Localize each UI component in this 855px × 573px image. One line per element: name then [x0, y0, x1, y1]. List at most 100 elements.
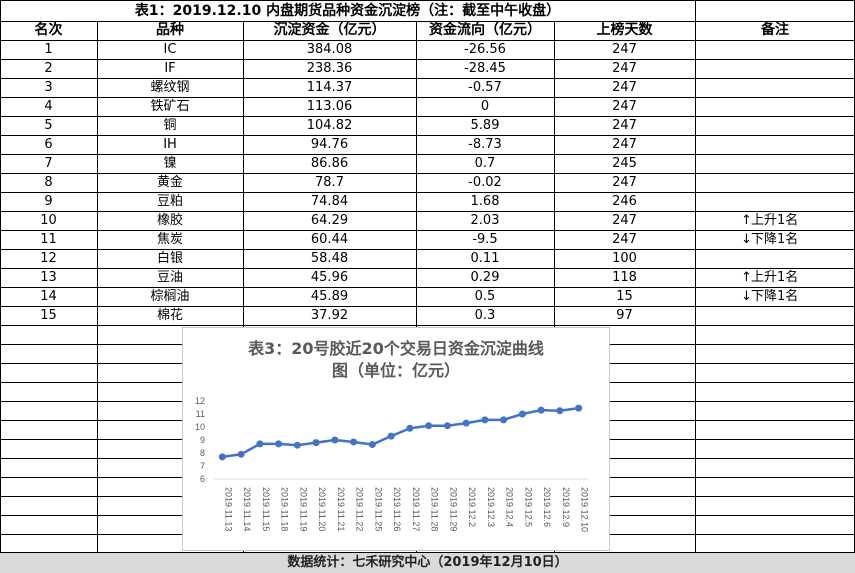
cell-flow[interactable]: 2.03 — [470, 213, 500, 228]
cell-product[interactable]: 棉花 — [156, 308, 183, 323]
cell-note[interactable] — [741, 154, 853, 173]
cell-days[interactable]: 246 — [612, 194, 637, 209]
cell-flow[interactable]: 0 — [480, 99, 490, 114]
cell-product[interactable]: 铁矿石 — [150, 99, 190, 114]
cell-product[interactable]: IH — [163, 137, 177, 152]
cell-product[interactable]: 白银 — [156, 251, 183, 266]
cell-capital[interactable]: 78.7 — [315, 175, 344, 190]
cell-product[interactable]: 镍 — [163, 156, 177, 171]
cell-rank[interactable]: 11 — [40, 232, 57, 247]
cell-capital[interactable]: 58.48 — [310, 251, 349, 266]
cell-flow[interactable]: 0.3 — [474, 308, 496, 323]
cell-days[interactable]: 247 — [612, 99, 637, 114]
cell-flow[interactable]: 0.7 — [474, 156, 496, 171]
cell-days[interactable]: 118 — [612, 270, 637, 285]
cell-rank[interactable]: 7 — [44, 156, 53, 171]
cell-rank[interactable]: 2 — [44, 61, 53, 76]
header-product[interactable]: 品种 — [156, 22, 184, 38]
cell-product[interactable]: 铜 — [163, 118, 177, 133]
cell-rank[interactable]: 1 — [44, 42, 53, 57]
cell-rank[interactable]: 4 — [44, 99, 53, 114]
cell-note[interactable] — [741, 59, 853, 78]
cell-product[interactable]: 豆油 — [156, 270, 183, 285]
cell-product[interactable]: IF — [164, 61, 176, 76]
cell-days[interactable]: 247 — [612, 42, 637, 57]
cell-capital[interactable]: 104.82 — [306, 118, 353, 133]
cell-flow[interactable]: -9.5 — [472, 232, 498, 247]
cell-flow[interactable]: 5.89 — [470, 118, 500, 133]
cell-note[interactable]: ↓下降1名 — [741, 230, 853, 249]
cell-rank[interactable]: 8 — [44, 175, 53, 190]
cell-product[interactable]: 黄金 — [156, 175, 183, 190]
cell-days[interactable]: 97 — [616, 308, 633, 323]
header-capital[interactable]: 沉淀资金（亿元） — [273, 22, 386, 38]
cell-rank[interactable]: 6 — [44, 137, 53, 152]
cell-rank[interactable]: 10 — [40, 213, 57, 228]
cell-rank[interactable]: 14 — [40, 289, 57, 304]
cell-rank[interactable]: 9 — [44, 194, 53, 209]
cell-capital[interactable]: 60.44 — [310, 232, 349, 247]
cell-rank[interactable]: 12 — [40, 251, 57, 266]
cell-days[interactable]: 15 — [616, 289, 633, 304]
cell-flow[interactable]: 0.29 — [470, 270, 500, 285]
cell-product[interactable]: IC — [163, 42, 177, 57]
cell-note[interactable]: ↓下降1名 — [741, 287, 853, 306]
cell-note[interactable] — [741, 173, 853, 192]
header-rank[interactable]: 名次 — [34, 22, 63, 38]
cell-capital[interactable]: 113.06 — [306, 99, 353, 114]
x-tick-label: 2019.11.14 — [242, 487, 252, 531]
cell-rank[interactable]: 5 — [44, 118, 53, 133]
cell-rank[interactable]: 13 — [40, 270, 57, 285]
cell-days[interactable]: 247 — [612, 175, 637, 190]
line-chart[interactable]: 表3：20号胶近20个交易日资金沉淀曲线 图（单位：亿元） 6 7 8 9 10 11 12… — [182, 327, 610, 551]
cell-note[interactable] — [741, 306, 853, 325]
cell-note[interactable] — [741, 40, 853, 59]
cell-product[interactable]: 橡胶 — [156, 213, 183, 228]
cell-capital[interactable]: 94.76 — [310, 137, 349, 152]
cell-product[interactable]: 棕榈油 — [150, 289, 190, 304]
cell-days[interactable]: 247 — [612, 213, 637, 228]
cell-capital[interactable]: 45.89 — [310, 289, 349, 304]
cell-flow[interactable]: -28.45 — [464, 61, 506, 76]
cell-note[interactable] — [741, 249, 853, 268]
header-note[interactable]: 备注 — [761, 22, 789, 38]
cell-flow[interactable]: -8.73 — [468, 137, 502, 152]
cell-note[interactable]: ↑上升1名 — [741, 211, 853, 230]
cell-note[interactable] — [741, 78, 853, 97]
cell-capital[interactable]: 114.37 — [306, 80, 353, 95]
cell-capital[interactable]: 238.36 — [306, 61, 353, 76]
cell-days[interactable]: 100 — [612, 251, 637, 266]
cell-flow[interactable]: -26.56 — [464, 42, 506, 57]
cell-flow[interactable]: 0.11 — [470, 251, 500, 266]
cell-days[interactable]: 247 — [612, 232, 637, 247]
cell-note[interactable]: ↑上升1名 — [741, 268, 853, 287]
cell-days[interactable]: 247 — [612, 80, 637, 95]
cell-capital[interactable]: 384.08 — [306, 42, 353, 57]
cell-days[interactable]: 247 — [612, 137, 637, 152]
cell-note[interactable] — [741, 135, 853, 154]
cell-capital[interactable]: 64.29 — [310, 213, 349, 228]
cell-capital[interactable]: 86.86 — [310, 156, 349, 171]
cell-flow[interactable]: -0.02 — [468, 175, 502, 190]
cell-product[interactable]: 豆粕 — [156, 194, 183, 209]
cell-note[interactable] — [741, 97, 853, 116]
cell-product[interactable]: 螺纹钢 — [150, 80, 190, 95]
cell-capital[interactable]: 37.92 — [310, 308, 349, 323]
cell-rank[interactable]: 3 — [44, 80, 53, 95]
cell-note[interactable] — [741, 192, 853, 211]
cell-days[interactable]: 247 — [612, 118, 637, 133]
cell-rank[interactable]: 15 — [40, 308, 57, 323]
x-tick-label: 2019.12.4 — [505, 487, 515, 527]
cell-capital[interactable]: 74.84 — [310, 194, 349, 209]
cell-product[interactable]: 焦炭 — [156, 232, 183, 247]
data-point — [218, 453, 226, 461]
cell-flow[interactable]: 1.68 — [470, 194, 500, 209]
cell-days[interactable]: 247 — [612, 61, 637, 76]
cell-note[interactable] — [741, 116, 853, 135]
cell-flow[interactable]: 0.5 — [474, 289, 496, 304]
cell-flow[interactable]: -0.57 — [468, 80, 502, 95]
cell-days[interactable]: 245 — [612, 156, 637, 171]
cell-capital[interactable]: 45.96 — [310, 270, 349, 285]
header-days[interactable]: 上榜天数 — [596, 22, 653, 38]
header-flow[interactable]: 资金流向（亿元） — [429, 22, 541, 38]
